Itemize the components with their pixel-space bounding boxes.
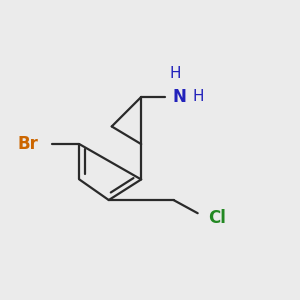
Text: N: N — [172, 88, 186, 106]
Text: Cl: Cl — [208, 209, 226, 227]
Text: H: H — [169, 66, 181, 81]
Text: H: H — [193, 89, 204, 104]
Text: Br: Br — [18, 135, 39, 153]
